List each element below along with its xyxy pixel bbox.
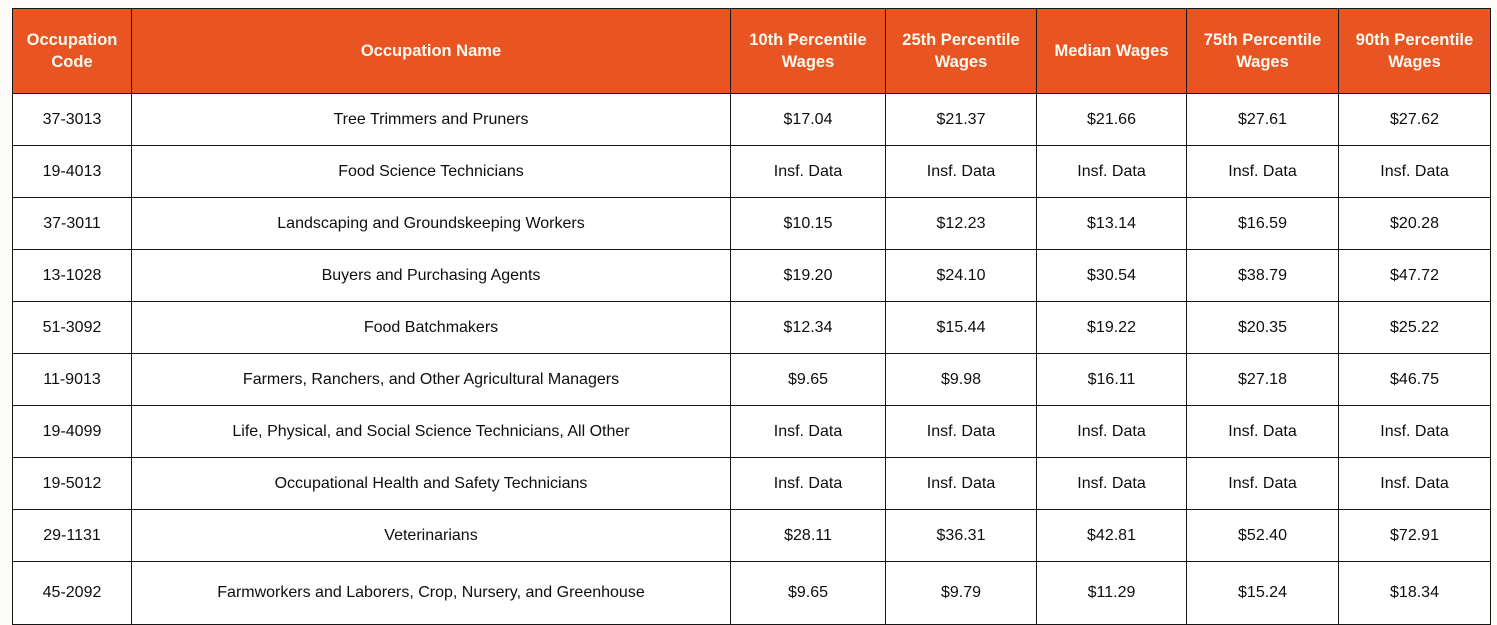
table-row: 37-3011 Landscaping and Groundskeeping Wo…	[12, 197, 1491, 250]
column-header-occupation-name: Occupation Name	[131, 8, 731, 94]
cell-occupation-code: 37-3011	[12, 197, 132, 250]
occupation-wages-table: Occupation Code Occupation Name 10th Perce…	[12, 8, 1491, 625]
table-row: 13-1028 Buyers and Purchasing Agents $19.2…	[12, 249, 1491, 302]
table-row: 51-3092 Food Batchmakers $12.34 $15.44 $19.2…	[12, 301, 1491, 354]
cell-p25-wages: Insf. Data	[885, 405, 1037, 458]
cell-occupation-code: 19-4099	[12, 405, 132, 458]
cell-p90-wages: $72.91	[1338, 509, 1491, 562]
cell-occupation-code: 45-2092	[12, 561, 132, 625]
cell-median-wages: $16.11	[1036, 353, 1187, 406]
cell-median-wages: $21.66	[1036, 93, 1187, 146]
cell-p90-wages: Insf. Data	[1338, 457, 1491, 510]
cell-occupation-name: Buyers and Purchasing Agents	[131, 249, 731, 302]
cell-occupation-name: Farmworkers and Laborers, Crop, Nursery,…	[131, 561, 731, 625]
cell-p25-wages: $24.10	[885, 249, 1037, 302]
cell-p90-wages: $18.34	[1338, 561, 1491, 625]
cell-p25-wages: Insf. Data	[885, 457, 1037, 510]
cell-median-wages: $13.14	[1036, 197, 1187, 250]
cell-median-wages: $42.81	[1036, 509, 1187, 562]
column-header-p25-wages: 25th Percentile Wages	[885, 8, 1037, 94]
cell-p10-wages: $10.15	[730, 197, 886, 250]
table-row: 45-2092 Farmworkers and Laborers, Crop, N…	[12, 561, 1491, 625]
cell-p25-wages: $9.79	[885, 561, 1037, 625]
cell-occupation-code: 29-1131	[12, 509, 132, 562]
cell-median-wages: Insf. Data	[1036, 145, 1187, 198]
cell-occupation-code: 13-1028	[12, 249, 132, 302]
cell-occupation-code: 19-4013	[12, 145, 132, 198]
cell-p10-wages: $9.65	[730, 561, 886, 625]
cell-median-wages: $11.29	[1036, 561, 1187, 625]
cell-p10-wages: Insf. Data	[730, 457, 886, 510]
column-header-p90-wages: 90th Percentile Wages	[1338, 8, 1491, 94]
cell-occupation-name: Landscaping and Groundskeeping Workers	[131, 197, 731, 250]
cell-p10-wages: Insf. Data	[730, 145, 886, 198]
cell-median-wages: Insf. Data	[1036, 457, 1187, 510]
table-row: 29-1131 Veterinarians $28.11 $36.31 $42.81 $5…	[12, 509, 1491, 562]
cell-p90-wages: Insf. Data	[1338, 405, 1491, 458]
cell-p25-wages: $15.44	[885, 301, 1037, 354]
cell-p75-wages: $15.24	[1186, 561, 1339, 625]
column-header-p10-wages: 10th Percentile Wages	[730, 8, 886, 94]
cell-p90-wages: $47.72	[1338, 249, 1491, 302]
cell-p25-wages: $21.37	[885, 93, 1037, 146]
cell-p90-wages: $27.62	[1338, 93, 1491, 146]
column-header-occupation-code: Occupation Code	[12, 8, 132, 94]
cell-occupation-code: 11-9013	[12, 353, 132, 406]
cell-median-wages: $30.54	[1036, 249, 1187, 302]
cell-occupation-name: Farmers, Ranchers, and Other Agricultura…	[131, 353, 731, 406]
column-header-median-wages: Median Wages	[1036, 8, 1187, 94]
cell-p90-wages: $46.75	[1338, 353, 1491, 406]
cell-occupation-name: Food Batchmakers	[131, 301, 731, 354]
table-row: 37-3013 Tree Trimmers and Pruners $17.04 $2…	[12, 93, 1491, 146]
header-row: Occupation Code Occupation Name 10th Perce…	[12, 8, 1491, 94]
cell-median-wages: Insf. Data	[1036, 405, 1187, 458]
cell-occupation-name: Tree Trimmers and Pruners	[131, 93, 731, 146]
cell-p90-wages: $25.22	[1338, 301, 1491, 354]
cell-occupation-name: Food Science Technicians	[131, 145, 731, 198]
cell-occupation-name: Occupational Health and Safety Technicia…	[131, 457, 731, 510]
cell-p25-wages: $36.31	[885, 509, 1037, 562]
cell-p75-wages: Insf. Data	[1186, 145, 1339, 198]
table-row: 19-4013 Food Science Technicians Insf. Dat…	[12, 145, 1491, 198]
cell-occupation-code: 37-3013	[12, 93, 132, 146]
cell-p75-wages: $20.35	[1186, 301, 1339, 354]
cell-p75-wages: $16.59	[1186, 197, 1339, 250]
cell-p75-wages: $27.18	[1186, 353, 1339, 406]
table-row: 11-9013 Farmers, Ranchers, and Other Agri…	[12, 353, 1491, 406]
column-header-p75-wages: 75th Percentile Wages	[1186, 8, 1339, 94]
cell-occupation-name: Life, Physical, and Social Science Techn…	[131, 405, 731, 458]
cell-p75-wages: Insf. Data	[1186, 457, 1339, 510]
cell-p75-wages: $27.61	[1186, 93, 1339, 146]
cell-p25-wages: Insf. Data	[885, 145, 1037, 198]
table-header-row: Occupation Code Occupation Name 10th Perce…	[12, 8, 1491, 94]
table-row: 19-5012 Occupational Health and Safety Te…	[12, 457, 1491, 510]
cell-p10-wages: $28.11	[730, 509, 886, 562]
cell-p75-wages: $38.79	[1186, 249, 1339, 302]
cell-occupation-code: 51-3092	[12, 301, 132, 354]
cell-p10-wages: Insf. Data	[730, 405, 886, 458]
cell-p25-wages: $12.23	[885, 197, 1037, 250]
table-row: 19-4099 Life, Physical, and Social Scienc…	[12, 405, 1491, 458]
cell-occupation-code: 19-5012	[12, 457, 132, 510]
cell-median-wages: $19.22	[1036, 301, 1187, 354]
cell-p10-wages: $12.34	[730, 301, 886, 354]
cell-p75-wages: $52.40	[1186, 509, 1339, 562]
table-body: 37-3013 Tree Trimmers and Pruners $17.04 $2…	[12, 93, 1491, 625]
cell-p10-wages: $19.20	[730, 249, 886, 302]
cell-p10-wages: $17.04	[730, 93, 886, 146]
cell-p10-wages: $9.65	[730, 353, 886, 406]
cell-p25-wages: $9.98	[885, 353, 1037, 406]
cell-occupation-name: Veterinarians	[131, 509, 731, 562]
cell-p90-wages: Insf. Data	[1338, 145, 1491, 198]
cell-p90-wages: $20.28	[1338, 197, 1491, 250]
cell-p75-wages: Insf. Data	[1186, 405, 1339, 458]
